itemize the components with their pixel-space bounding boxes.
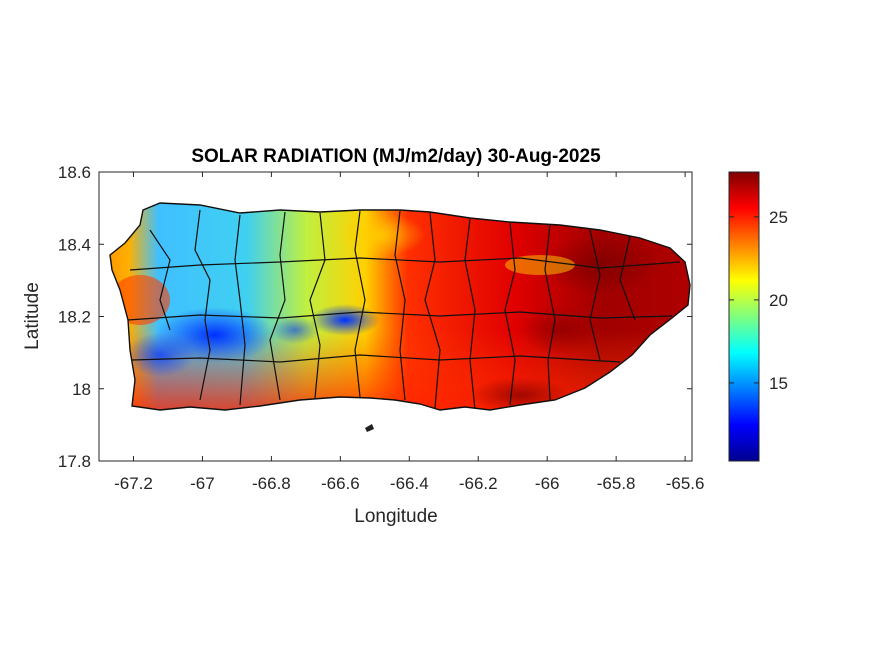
y-tick-label: 18.6 bbox=[58, 163, 91, 182]
blue-cell-southwest bbox=[125, 333, 195, 377]
x-tick-label: -66.4 bbox=[390, 474, 429, 493]
colorbar bbox=[728, 171, 760, 462]
caja-de-muertos-island bbox=[365, 424, 374, 432]
y-axis-ticks: 17.8 18 18.2 18.4 18.6 bbox=[58, 163, 692, 471]
municipality-boundaries bbox=[127, 209, 681, 410]
y-tick-label: 17.8 bbox=[58, 452, 91, 471]
x-tick-label: -66.8 bbox=[252, 474, 291, 493]
dark-red-cell-northeast bbox=[540, 235, 660, 295]
colorbar-tick-label: 15 bbox=[769, 374, 788, 393]
island-coastline bbox=[109, 202, 691, 411]
y-tick-label: 18.4 bbox=[58, 235, 91, 254]
dark-red-cell-east bbox=[520, 305, 600, 355]
x-tick-label: -67 bbox=[190, 474, 215, 493]
yellow-cell-north bbox=[335, 213, 425, 257]
y-tick-label: 18.2 bbox=[58, 308, 91, 327]
x-tick-label: -65.8 bbox=[597, 474, 636, 493]
blue-cell-central bbox=[310, 304, 380, 336]
y-tick-label: 18 bbox=[72, 380, 91, 399]
y-axis-label: Latitude bbox=[22, 282, 43, 350]
x-tick-label: -67.2 bbox=[114, 474, 153, 493]
x-axis-label: Longitude bbox=[354, 506, 437, 527]
colorbar-tick-label: 25 bbox=[769, 208, 788, 227]
x-axis-ticks: -67.2 -67 -66.8 -66.6 -66.4 -66.2 -66 -65.8 -65.… bbox=[114, 172, 704, 493]
x-tick-label: -66.2 bbox=[459, 474, 498, 493]
colorbar-ticks: 15 20 25 bbox=[729, 208, 788, 393]
blue-cell-mid bbox=[270, 316, 320, 344]
colorbar-tick-label: 20 bbox=[769, 291, 788, 310]
x-tick-label: -66.6 bbox=[321, 474, 360, 493]
yellow-strip-east bbox=[505, 255, 575, 275]
chart-title: SOLAR RADIATION (MJ/m2/day) 30-Aug-2025 bbox=[191, 146, 601, 167]
x-tick-label: -65.6 bbox=[666, 474, 705, 493]
x-tick-label: -66 bbox=[535, 474, 560, 493]
